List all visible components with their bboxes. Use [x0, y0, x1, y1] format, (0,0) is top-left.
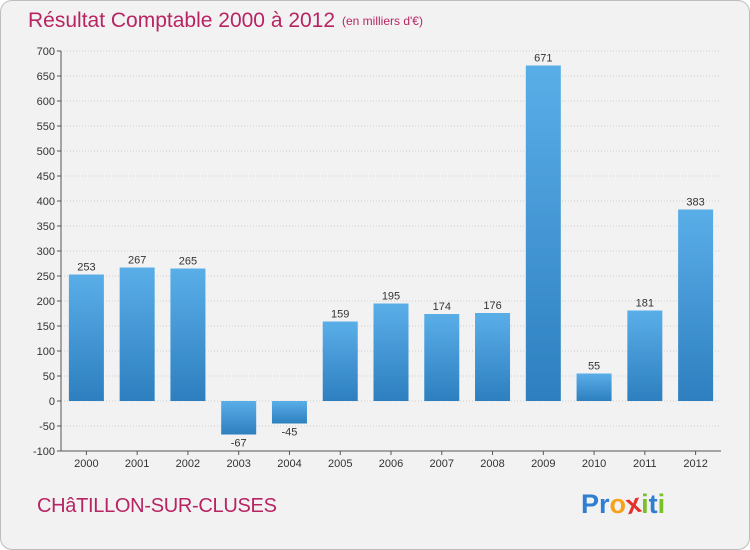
logo-letter: r: [599, 489, 610, 519]
bar-2011: [627, 310, 663, 401]
bar-value-label: -67: [231, 438, 247, 450]
y-tick-label: -50: [39, 421, 55, 433]
x-tick-label: 2011: [633, 458, 657, 470]
bar-2004: [271, 401, 307, 424]
x-tick-label: 2009: [531, 458, 555, 470]
y-tick-label: -100: [33, 446, 55, 458]
logo-letter: i: [641, 489, 649, 519]
bar-value-label: 265: [179, 256, 197, 268]
bars: [68, 65, 714, 435]
x-tick-label: 2001: [125, 458, 149, 470]
labels: -100 -50 0 50 100 150 200 250 300 350 400 450 500 550…: [33, 46, 708, 470]
commune-name: CHâTILLON-SUR-CLUSES: [37, 495, 277, 517]
logo-letter: P: [581, 489, 600, 519]
logo-letter: o: [609, 489, 627, 519]
bar-value-label: 253: [77, 262, 95, 274]
bar-2001: [119, 267, 155, 401]
y-tick-label: 500: [37, 146, 55, 158]
bar-2012: [678, 209, 714, 401]
bar-2007: [424, 314, 460, 401]
y-tick-label: 150: [37, 321, 55, 333]
x-tick-label: 2004: [277, 458, 301, 470]
y-tick-label: 200: [37, 296, 55, 308]
y-tick-label: 350: [37, 221, 55, 233]
bar-2006: [373, 303, 409, 401]
bar-value-label: 267: [128, 255, 146, 267]
y-tick-label: 50: [43, 371, 55, 383]
y-tick-label: 400: [37, 196, 55, 208]
x-tick-label: 2003: [226, 458, 250, 470]
bar-value-label: 181: [636, 298, 654, 310]
x-tick-label: 2010: [582, 458, 606, 470]
bar-value-label: 174: [433, 301, 451, 313]
logo-letter: i: [657, 489, 666, 519]
bar-value-label: 176: [483, 300, 501, 312]
y-tick-label: 550: [37, 121, 55, 133]
chart-subtitle: (en milliers d'€): [342, 14, 423, 28]
bar-2009: [525, 65, 561, 401]
x-tick-label: 2002: [176, 458, 200, 470]
logo-letter: t: [648, 489, 658, 519]
y-tick-label: 600: [37, 96, 55, 108]
bar-2000: [68, 274, 104, 401]
bar-2005: [322, 321, 358, 401]
y-tick-label: 650: [37, 71, 55, 83]
proxiti-logo: Proxiti: [581, 488, 666, 520]
bar-2002: [170, 268, 206, 401]
x-tick-label: 2012: [683, 458, 707, 470]
y-tick-label: 100: [37, 346, 55, 358]
bar-2003: [221, 401, 257, 435]
chart-title: Résultat Comptable 2000 à 2012: [28, 9, 336, 32]
bar-value-label: 671: [534, 53, 552, 65]
y-tick-label: 450: [37, 171, 55, 183]
axes: [57, 50, 721, 455]
y-tick-label: 300: [37, 246, 55, 258]
x-tick-label: 2007: [430, 458, 454, 470]
y-tick-label: 700: [37, 46, 55, 58]
x-tick-label: 2000: [74, 458, 98, 470]
x-tick-label: 2005: [328, 458, 352, 470]
bar-value-label: 159: [331, 309, 349, 321]
x-tick-label: 2006: [379, 458, 403, 470]
bar-value-label: 383: [686, 197, 704, 209]
bar-2008: [475, 313, 511, 401]
y-tick-label: 0: [49, 396, 55, 408]
bar-value-label: -45: [282, 427, 298, 439]
bar-value-label: 55: [588, 361, 600, 373]
bar-value-label: 195: [382, 291, 400, 303]
x-tick-label: 2008: [480, 458, 504, 470]
bar-2010: [576, 373, 612, 401]
y-tick-label: 250: [37, 271, 55, 283]
